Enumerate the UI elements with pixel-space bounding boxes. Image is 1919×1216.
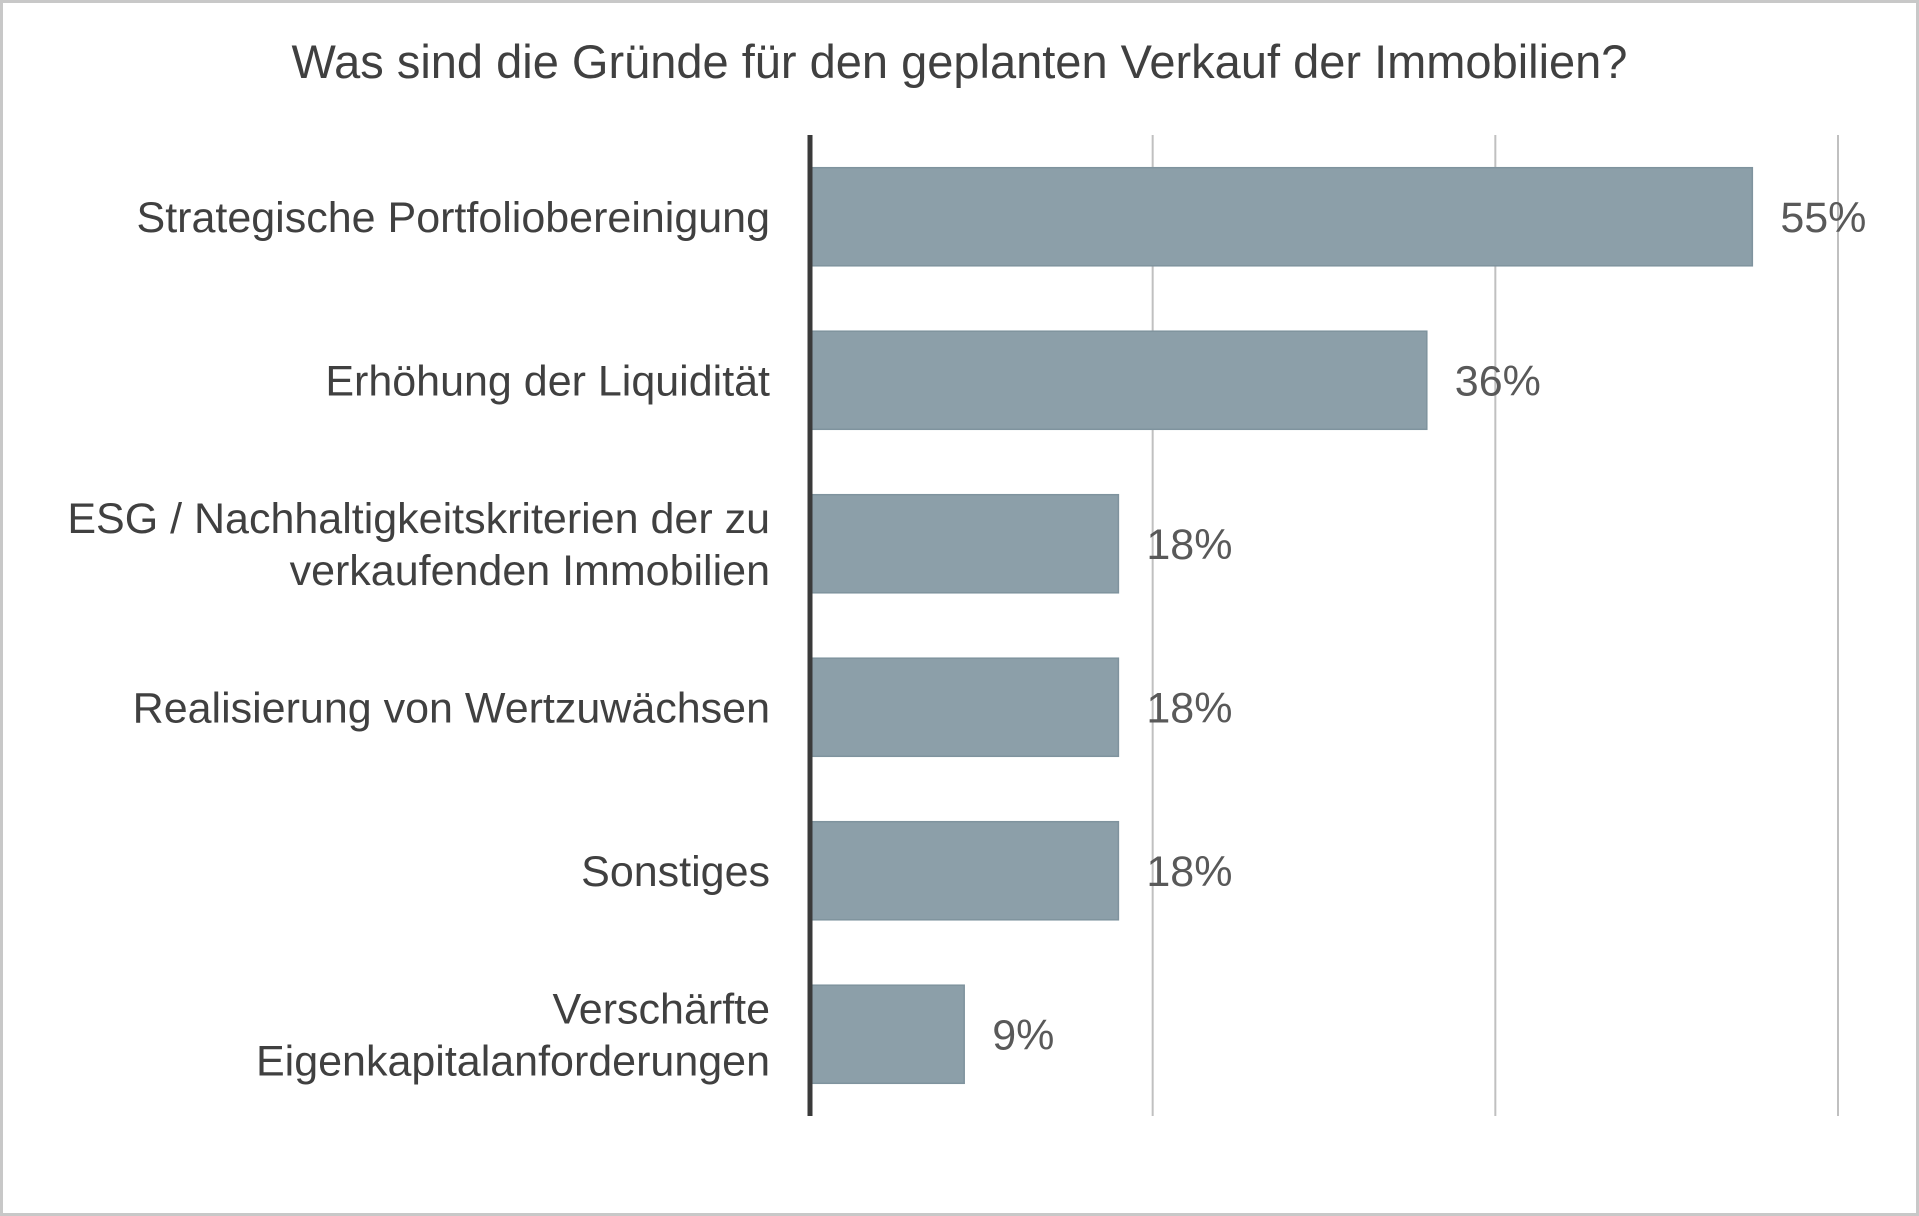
data-label-3: 18% [1146, 521, 1232, 569]
category-label-3: ESG / Nachhaltigkeitskriterien der zu ver… [67, 495, 770, 595]
bar-3 [809, 493, 1120, 594]
data-label-4: 18% [1146, 684, 1232, 732]
bar-5 [809, 820, 1120, 921]
bar-1 [809, 166, 1754, 267]
data-label-5: 18% [1146, 848, 1232, 896]
category-labels: Strategische Portfoliobereinigung Erhöhun… [67, 194, 770, 1086]
data-labels: 55% 36% 18% 18% 18% 9% [992, 194, 1866, 1060]
bar-4 [809, 657, 1120, 758]
data-label-1: 55% [1780, 194, 1866, 242]
category-label-5: Sonstiges [581, 848, 770, 896]
category-label-4: Realisierung von Wertzuwächsen [133, 684, 770, 732]
bar-2 [809, 330, 1428, 431]
category-label-1: Strategische Portfoliobereinigung [137, 194, 770, 242]
category-label-2: Erhöhung der Liquidität [325, 357, 770, 405]
data-label-2: 36% [1455, 357, 1541, 405]
gridlines [1151, 135, 1839, 1116]
bar-6 [809, 984, 965, 1085]
bars [809, 166, 1754, 1085]
data-label-6: 9% [992, 1011, 1054, 1059]
chart-title: Was sind die Gründe für den geplanten Ve… [291, 35, 1628, 88]
category-label-6: Verschärfte Eigenkapitalanforderungen [256, 985, 770, 1085]
